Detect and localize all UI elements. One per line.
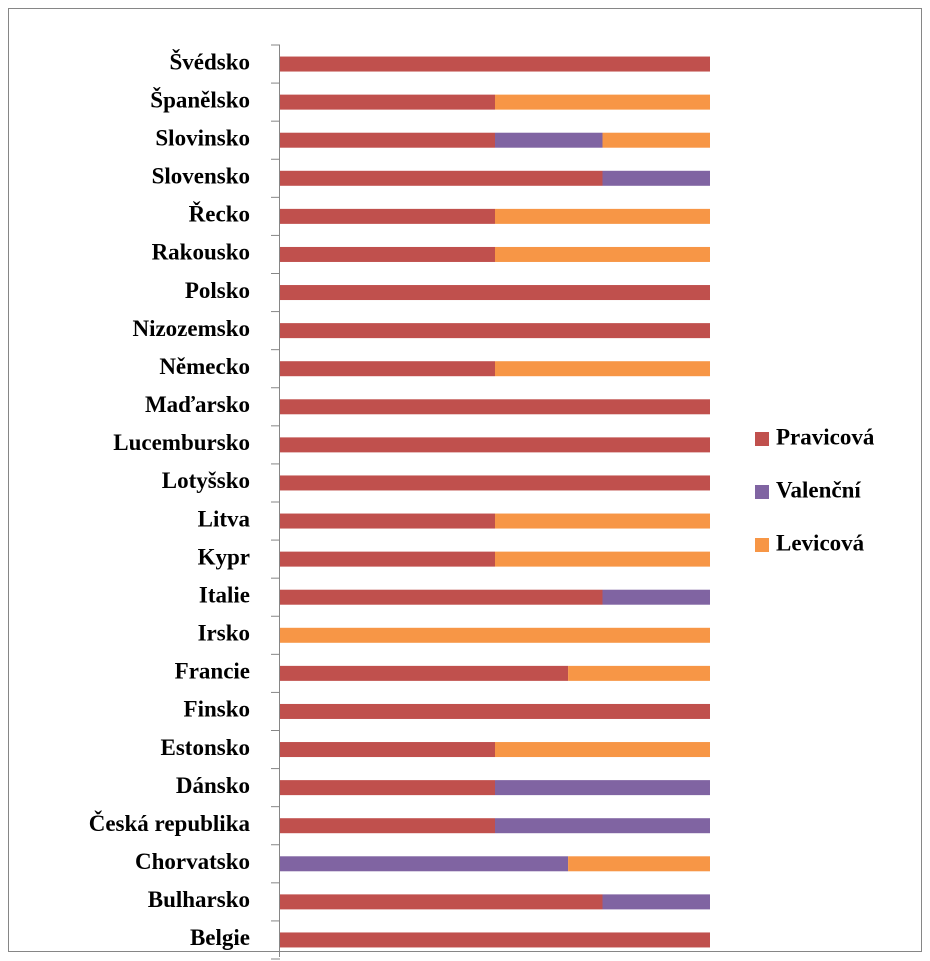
bar-segment xyxy=(280,94,495,110)
bar-segment xyxy=(280,246,495,262)
y-tick-label: Chorvatsko xyxy=(135,849,250,874)
y-tick-label: Nizozemsko xyxy=(132,316,250,341)
y-tick-label: Řecko xyxy=(189,201,250,227)
bar-segment xyxy=(280,361,495,377)
bar-segment xyxy=(280,589,603,605)
bar-segment xyxy=(280,56,710,72)
y-tick-label: Lucembursko xyxy=(113,430,250,455)
bar-segment xyxy=(280,475,710,491)
y-tick-label: Finsko xyxy=(184,697,250,722)
bar-segment xyxy=(280,894,603,910)
bar-segment xyxy=(495,742,710,758)
bar-segment xyxy=(280,818,495,834)
bar-segment xyxy=(280,932,710,948)
y-tick-label: Slovinsko xyxy=(155,125,250,150)
y-tick-label: Dánsko xyxy=(176,773,250,798)
legend-label: Pravicová xyxy=(776,424,875,449)
y-tick-label: Slovensko xyxy=(152,164,250,189)
bar-segment xyxy=(280,132,495,148)
bar-segment xyxy=(495,208,710,224)
bar-segment xyxy=(602,170,710,186)
bar-segment xyxy=(280,742,495,758)
y-tick-label: Francie xyxy=(175,659,250,684)
bar-segment xyxy=(280,437,710,453)
bar-segment xyxy=(602,132,710,148)
bar-segment xyxy=(280,780,495,796)
bar-segment xyxy=(495,551,710,567)
y-tick-label: Kypr xyxy=(198,544,250,569)
y-tick-label: Španělsko xyxy=(150,86,250,112)
bar-segment xyxy=(495,94,710,110)
y-tick-label: Bulharsko xyxy=(148,887,250,912)
bar-segment xyxy=(280,170,603,186)
bar-segment xyxy=(280,856,569,872)
y-tick-label: Švédsko xyxy=(169,48,250,74)
bar-segment xyxy=(280,399,710,415)
y-tick-label: Litva xyxy=(198,506,251,531)
bar-segment xyxy=(280,513,495,529)
y-tick-label: Česká republika xyxy=(89,810,251,836)
y-tick-label: Italie xyxy=(199,582,250,607)
bar-segment xyxy=(602,589,710,605)
bar-segment xyxy=(280,285,710,301)
bar-segment xyxy=(495,361,710,377)
y-tick-label: Maďarsko xyxy=(145,392,250,417)
legend-swatch xyxy=(755,538,769,552)
y-tick-label: Německo xyxy=(159,354,250,379)
y-tick-label: Lotyšsko xyxy=(162,468,250,493)
legend-swatch xyxy=(755,432,769,446)
bar-segment xyxy=(495,780,710,796)
y-tick-label: Polsko xyxy=(185,278,250,303)
bar-segment xyxy=(280,665,569,681)
y-tick-label: Belgie xyxy=(190,925,250,950)
bar-segment xyxy=(280,208,495,224)
bar-segment xyxy=(602,894,710,910)
bar-segment xyxy=(495,132,603,148)
bar-segment xyxy=(280,551,495,567)
bar-segment xyxy=(495,818,710,834)
bar-segment xyxy=(280,627,710,643)
bar-segment xyxy=(568,856,710,872)
bar-segment xyxy=(495,513,710,529)
legend-label: Valenční xyxy=(776,477,861,502)
y-tick-label: Rakousko xyxy=(152,240,250,265)
legend-swatch xyxy=(755,485,769,499)
bar-segment xyxy=(495,246,710,262)
y-tick-label: Irsko xyxy=(198,621,250,646)
bar-segment xyxy=(280,703,710,719)
legend-label: Levicová xyxy=(776,530,865,555)
bar-segment xyxy=(568,665,710,681)
bar-segment xyxy=(280,323,710,339)
y-tick-label: Estonsko xyxy=(161,735,250,760)
